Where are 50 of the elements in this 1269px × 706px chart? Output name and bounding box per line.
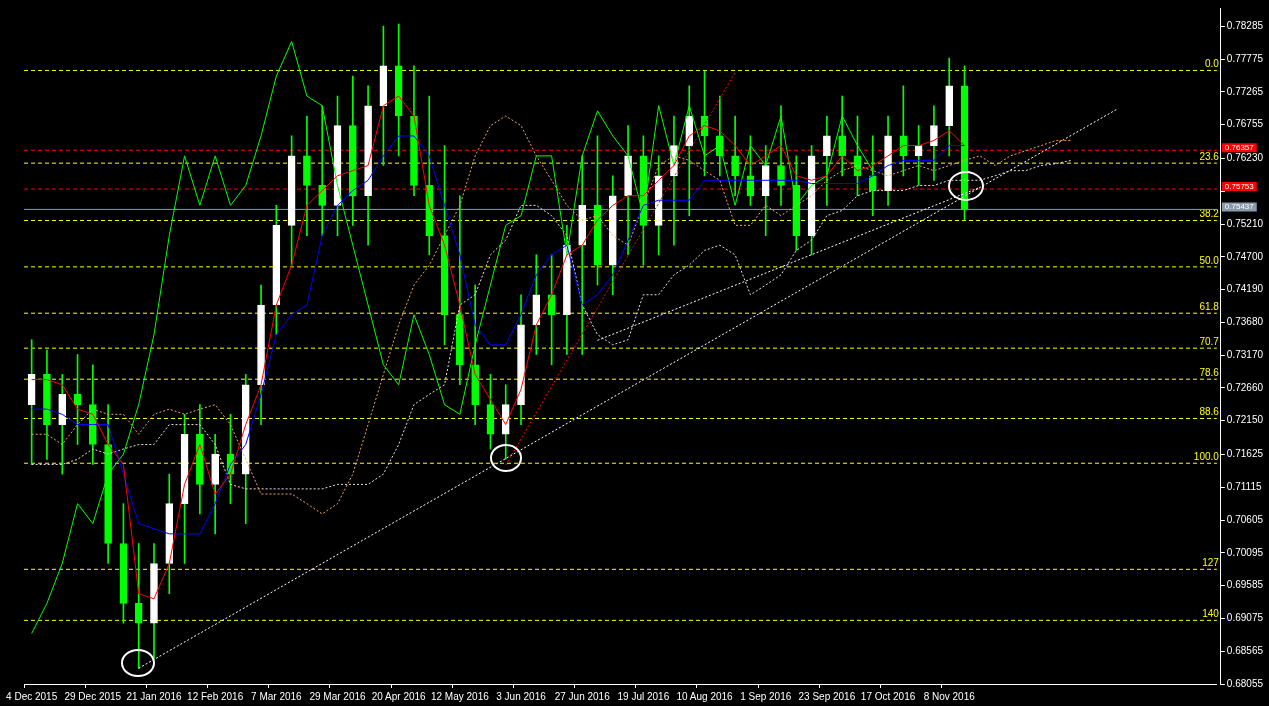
x-tick-label: 12 Feb 2016: [187, 690, 244, 702]
y2-tick-label: 100.0: [1193, 451, 1220, 462]
y-tick-label: 0.76755: [1226, 118, 1264, 130]
x-tick-label: 12 May 2016: [430, 690, 490, 702]
y-tick-label: 0.74700: [1226, 250, 1264, 262]
y2-tick-label: 0.0: [1204, 58, 1220, 70]
x-tick-label: 20 Apr 2016: [371, 690, 427, 702]
y-tick-label: 0.74190: [1226, 283, 1264, 295]
y-tick-label: 0.72660: [1226, 381, 1264, 393]
y2-tick-label: 140: [1202, 608, 1220, 620]
x-tick-label: 8 Nov 2016: [923, 690, 976, 702]
x-tick-label: 19 Jul 2016: [617, 690, 670, 702]
x-tick-label: 29 Dec 2015: [64, 690, 122, 702]
y-tick-label: 0.71115: [1226, 481, 1262, 493]
y2-tick-label: 88.6: [1199, 406, 1220, 418]
y2-tick-label: 23.6: [1199, 150, 1220, 162]
y-tick-label: 0.68055: [1226, 677, 1264, 689]
x-tick-label: 29 Mar 2016: [309, 690, 367, 702]
y-tick-label: 0.71625: [1226, 448, 1264, 460]
ref-line-label: 0.76357: [1224, 142, 1255, 152]
y-tick-label: 0.77265: [1226, 85, 1264, 97]
x-tick-label: 3 Jun 2016: [496, 690, 547, 702]
y-tick-label: 0.69585: [1226, 579, 1264, 591]
y-tick-label: 0.70605: [1226, 513, 1264, 525]
y-tick-label: 0.69075: [1226, 612, 1264, 624]
x-tick-label: 21 Jan 2016: [126, 690, 182, 702]
y-tick-label: 0.78285: [1226, 20, 1264, 32]
y2-tick-label: 61.8: [1199, 300, 1220, 312]
y2-tick-label: 78.6: [1199, 366, 1220, 378]
x-tick-label: 23 Sep 2016: [798, 690, 856, 702]
x-tick-label: 1 Sep 2016: [740, 690, 792, 702]
x-tick-label: 10 Aug 2016: [676, 690, 734, 702]
ref-line-label: 0.75437: [1224, 202, 1255, 212]
y-tick-label: 0.75210: [1226, 217, 1264, 229]
y2-tick-label: 127: [1202, 557, 1220, 569]
y2-tick-label: 50.0: [1199, 254, 1220, 266]
x-tick-label: 7 Mar 2016: [251, 690, 303, 702]
y-tick-label: 0.77775: [1226, 52, 1264, 64]
y-tick-label: 0.68565: [1226, 644, 1264, 656]
y-tick-label: 0.76230: [1226, 152, 1264, 164]
x-tick-label: 27 Jun 2016: [554, 690, 611, 702]
ref-line-label: 0.75753: [1224, 181, 1255, 191]
y-tick-label: 0.70095: [1226, 546, 1264, 558]
x-tick-label: 4 Dec 2015: [6, 690, 58, 702]
y2-tick-label: 70.7: [1199, 335, 1220, 347]
y-tick-label: 0.73680: [1226, 316, 1264, 328]
y-tick-label: 0.73170: [1226, 348, 1264, 360]
x-tick-label: 17 Oct 2016: [860, 690, 916, 702]
y-tick-label: 0.72150: [1226, 414, 1264, 426]
y2-tick-label: 38.2: [1199, 208, 1220, 220]
